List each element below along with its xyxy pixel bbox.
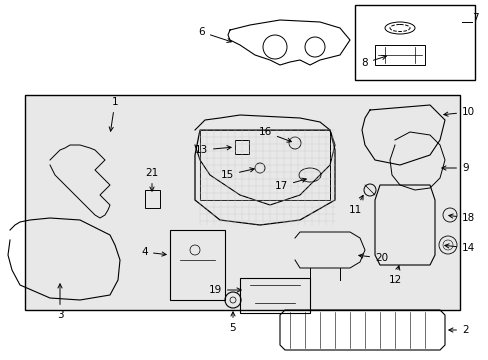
- Text: 19: 19: [208, 285, 241, 295]
- Bar: [145, 190, 160, 208]
- Bar: [374, 45, 424, 65]
- Text: 4: 4: [141, 247, 166, 257]
- Bar: [200, 130, 329, 200]
- Text: 14: 14: [444, 243, 474, 253]
- Bar: [170, 230, 224, 300]
- Text: 6: 6: [198, 27, 231, 42]
- Text: 13: 13: [194, 145, 231, 155]
- Text: 8: 8: [361, 55, 386, 68]
- Text: 7: 7: [471, 13, 478, 23]
- Text: 9: 9: [441, 163, 468, 173]
- Text: 1: 1: [109, 97, 118, 131]
- Bar: [354, 5, 474, 80]
- Bar: [235, 140, 248, 154]
- Text: 2: 2: [448, 325, 468, 335]
- Text: 11: 11: [347, 195, 363, 215]
- Text: 20: 20: [358, 253, 387, 263]
- Bar: [240, 278, 309, 313]
- Text: 10: 10: [443, 107, 474, 117]
- Bar: [25, 95, 459, 310]
- Text: 16: 16: [258, 127, 291, 142]
- Text: 21: 21: [145, 168, 158, 191]
- Text: 5: 5: [229, 312, 236, 333]
- Text: 18: 18: [448, 213, 474, 223]
- Text: 17: 17: [274, 178, 305, 191]
- Text: 3: 3: [57, 284, 63, 320]
- Text: 12: 12: [387, 266, 401, 285]
- Text: 15: 15: [220, 168, 254, 180]
